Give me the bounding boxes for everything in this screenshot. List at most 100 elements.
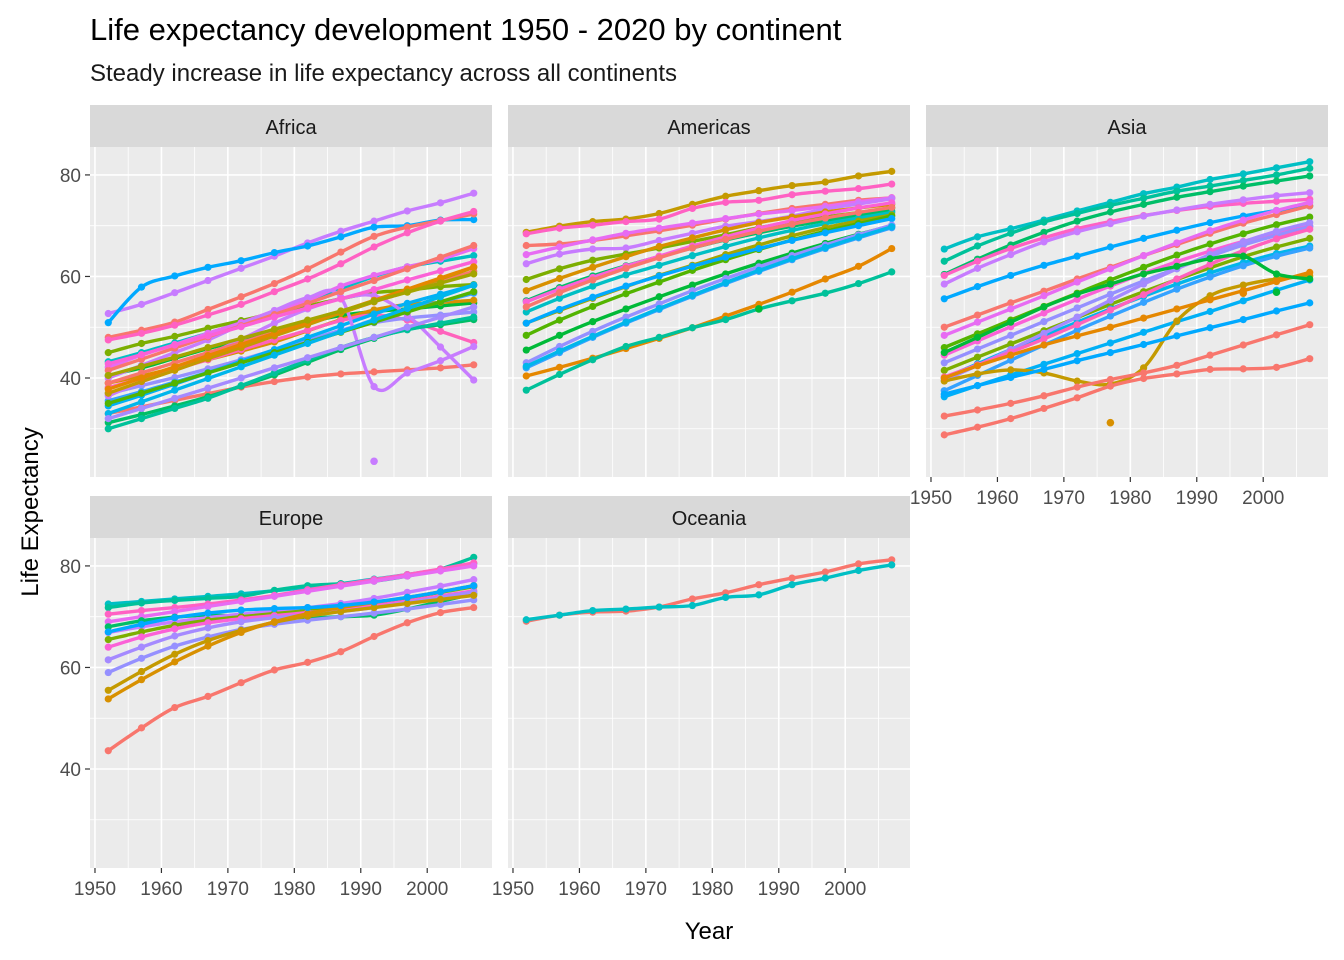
data-point bbox=[589, 356, 597, 364]
data-point bbox=[1040, 261, 1048, 269]
data-point bbox=[655, 215, 663, 223]
data-point bbox=[973, 423, 982, 431]
data-point bbox=[655, 278, 663, 286]
data-point bbox=[522, 275, 530, 284]
data-point bbox=[1306, 268, 1314, 276]
data-point bbox=[788, 574, 796, 582]
data-point bbox=[1272, 363, 1281, 371]
data-point bbox=[1306, 299, 1314, 307]
data-point bbox=[304, 354, 312, 362]
data-point bbox=[655, 261, 663, 269]
data-point bbox=[1040, 360, 1048, 368]
data-point bbox=[1073, 278, 1081, 286]
data-point bbox=[1073, 228, 1081, 236]
data-point bbox=[655, 254, 663, 262]
data-point bbox=[821, 214, 829, 222]
data-point bbox=[1272, 171, 1281, 179]
data-point bbox=[304, 316, 312, 324]
outlier-point bbox=[1106, 418, 1115, 427]
data-point bbox=[370, 243, 378, 251]
data-point bbox=[854, 208, 863, 217]
data-point bbox=[204, 332, 212, 340]
x-tick-label: 1980 bbox=[691, 879, 733, 900]
data-point bbox=[137, 676, 146, 684]
data-point bbox=[1206, 307, 1214, 316]
data-point bbox=[1239, 216, 1247, 224]
data-point bbox=[104, 385, 112, 393]
data-point bbox=[270, 377, 278, 386]
data-point bbox=[1040, 392, 1048, 400]
data-point bbox=[1306, 244, 1314, 252]
data-point bbox=[1106, 265, 1114, 273]
data-point bbox=[821, 229, 829, 237]
data-point bbox=[1206, 240, 1214, 248]
data-point bbox=[1272, 331, 1281, 339]
data-point bbox=[137, 404, 146, 413]
data-point bbox=[370, 232, 378, 240]
panel-data bbox=[104, 189, 478, 466]
data-point bbox=[1306, 219, 1314, 227]
data-point bbox=[470, 270, 478, 278]
data-point bbox=[1040, 292, 1048, 300]
data-point bbox=[622, 271, 630, 279]
data-point bbox=[622, 264, 630, 272]
data-point bbox=[1206, 324, 1214, 332]
data-point bbox=[888, 556, 896, 564]
data-point bbox=[470, 258, 478, 266]
data-point bbox=[436, 279, 445, 287]
data-point bbox=[1007, 229, 1015, 237]
data-point bbox=[304, 275, 312, 283]
data-point bbox=[304, 603, 312, 612]
data-point bbox=[470, 252, 478, 260]
data-point bbox=[688, 324, 696, 332]
data-point bbox=[1106, 208, 1114, 216]
data-point bbox=[270, 666, 278, 674]
data-point bbox=[204, 305, 212, 314]
data-point bbox=[755, 196, 763, 204]
data-point bbox=[104, 656, 112, 664]
data-point bbox=[470, 241, 478, 250]
data-point bbox=[1007, 318, 1015, 326]
data-point bbox=[1106, 243, 1114, 251]
data-point bbox=[104, 695, 112, 703]
data-point bbox=[1140, 263, 1148, 271]
data-point bbox=[204, 343, 212, 352]
data-point bbox=[888, 561, 896, 569]
data-point bbox=[237, 628, 245, 637]
data-point bbox=[204, 609, 212, 617]
data-point bbox=[104, 409, 112, 418]
data-point bbox=[1007, 305, 1015, 313]
data-point bbox=[470, 263, 478, 271]
strip-background bbox=[508, 496, 910, 538]
data-point bbox=[337, 601, 345, 610]
data-point bbox=[104, 643, 112, 651]
data-point bbox=[204, 594, 212, 603]
data-point bbox=[589, 293, 597, 301]
data-point bbox=[1306, 189, 1314, 197]
data-point bbox=[688, 234, 696, 242]
data-point bbox=[1306, 158, 1314, 166]
data-point bbox=[270, 604, 278, 613]
data-point bbox=[1173, 305, 1181, 313]
data-point bbox=[1140, 280, 1148, 288]
data-point bbox=[522, 303, 530, 311]
data-point bbox=[204, 369, 212, 377]
data-point bbox=[470, 376, 478, 384]
data-point bbox=[854, 172, 863, 180]
data-point bbox=[470, 207, 478, 216]
data-point bbox=[821, 243, 829, 252]
data-point bbox=[788, 220, 796, 228]
data-point bbox=[940, 271, 948, 280]
data-point bbox=[1140, 328, 1148, 336]
data-point bbox=[171, 341, 179, 349]
data-point bbox=[1173, 239, 1181, 247]
data-point bbox=[940, 331, 948, 339]
data-point bbox=[940, 323, 948, 331]
data-point bbox=[655, 333, 663, 341]
data-point bbox=[1040, 335, 1048, 343]
data-point bbox=[403, 223, 411, 231]
data-point bbox=[270, 319, 278, 327]
data-point bbox=[304, 339, 312, 348]
data-point bbox=[1073, 217, 1081, 225]
panel-data bbox=[940, 158, 1314, 439]
